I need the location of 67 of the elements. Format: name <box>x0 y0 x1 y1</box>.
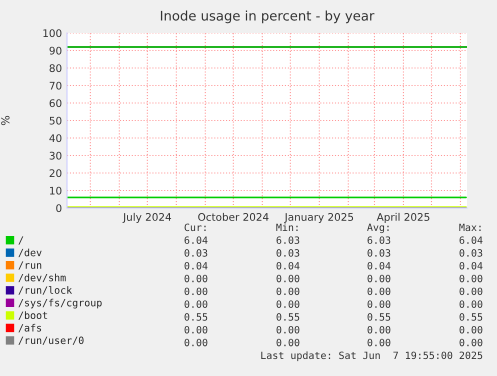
text: 0.04 <box>184 262 208 270</box>
x-tick-label: January 2025 <box>284 213 354 223</box>
text: 0.00 <box>184 338 208 346</box>
text: 0.00 <box>460 338 482 346</box>
legend-label: /dev <box>18 248 42 258</box>
text: 0.03 <box>184 249 208 257</box>
legend-label: /run/user/0 <box>18 336 84 345</box>
x-tick-label: October 2024 <box>198 212 269 221</box>
text: 0.00 <box>276 288 300 296</box>
legend-label: /afs <box>18 324 42 332</box>
text: 0.00 <box>368 274 390 282</box>
text: 0.00 <box>460 300 482 308</box>
text: 0.00 <box>460 274 482 282</box>
text: 0.04 <box>460 262 483 270</box>
text: 0.00 <box>184 326 208 334</box>
text: 0.00 <box>184 300 208 308</box>
text: 0.03 <box>276 249 300 257</box>
y-tick-label: 20 <box>50 169 62 178</box>
text: 0.55 <box>460 313 482 321</box>
text: 6.04 <box>460 236 483 244</box>
text: Last update: Sat Jun 7 19:55:00 2025 <box>261 351 482 362</box>
y-tick-label: 40 <box>49 134 62 142</box>
text: 0.55 <box>184 313 208 321</box>
text: 0.00 <box>184 274 208 282</box>
x-tick-label: April 2025 <box>376 212 430 223</box>
y-tick-label: 50 <box>50 116 62 125</box>
text: 0.00 <box>460 288 482 296</box>
legend-label: /boot <box>18 311 48 320</box>
y-axis-title: % <box>1 116 10 126</box>
text: 0.00 <box>460 326 482 334</box>
y-tick-label: 60 <box>50 99 62 108</box>
y-tick-label: 30 <box>50 152 62 160</box>
text: 0.00 <box>368 326 390 334</box>
text: 0.03 <box>368 249 390 257</box>
text: 0.00 <box>276 274 300 282</box>
text: 0.00 <box>368 338 390 346</box>
text: 0.03 <box>460 249 482 257</box>
chart-title: Inode usage in percent - by year <box>160 10 374 24</box>
text: 0.00 <box>276 338 300 346</box>
legend-label: / <box>18 236 24 245</box>
legend-label: /dev/shm <box>18 274 66 282</box>
y-tick-label: 100 <box>43 29 62 38</box>
y-tick-label: 80 <box>50 64 62 72</box>
x-tick-label: July 2024 <box>122 212 172 223</box>
text: 0.04 <box>368 262 391 270</box>
text: 0.00 <box>368 300 390 308</box>
text: Avg: <box>367 224 389 234</box>
y-tick-label: 10 <box>50 186 62 195</box>
text: Min: <box>276 223 298 231</box>
text: 0.00 <box>276 300 300 308</box>
legend-label: /sys/fs/cgroup <box>18 298 102 308</box>
text: 0.00 <box>184 288 208 296</box>
text: 0.55 <box>276 313 300 321</box>
legend-label: /run <box>18 261 42 270</box>
text: 0.04 <box>276 262 300 270</box>
y-tick-label: 90 <box>50 46 62 55</box>
text: 6.03 <box>276 236 300 244</box>
y-tick-label: 0 <box>56 204 62 212</box>
text: Max: <box>459 224 481 232</box>
legend-label: /run/lock <box>18 286 72 295</box>
text: 6.03 <box>368 236 390 244</box>
text: 0.55 <box>368 313 390 321</box>
text: Cur: <box>184 224 206 232</box>
text: 0.00 <box>368 288 390 296</box>
text: 6.04 <box>184 236 208 244</box>
text: 0.00 <box>276 326 300 334</box>
y-tick-label: 70 <box>50 82 62 90</box>
